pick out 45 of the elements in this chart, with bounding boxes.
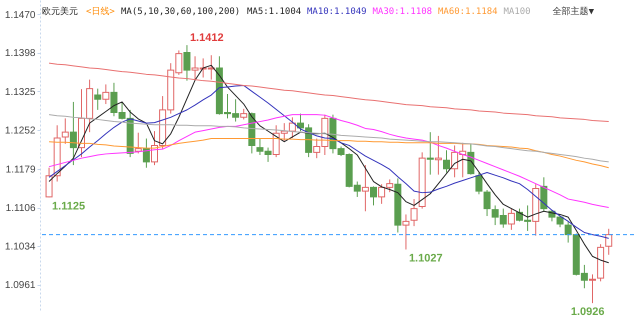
text: 欧元美元	[42, 6, 78, 17]
text: MA5:1.1004	[247, 7, 302, 17]
candlestick	[434, 135, 442, 176]
candlestick	[370, 186, 377, 206]
candlestick	[142, 138, 150, 168]
candlestick	[402, 214, 410, 250]
y-tick-label: 1.1470	[4, 10, 36, 21]
annotation: 全部主题▼	[552, 6, 595, 17]
text: 1.1412	[190, 32, 224, 44]
y-tick-label: 1.1106	[6, 203, 36, 214]
y-tick-label: 1.1398	[4, 48, 36, 60]
candlestick	[70, 101, 77, 166]
candlestick	[605, 228, 612, 256]
y-tick-label: 1.1179	[6, 164, 36, 176]
candlestick	[183, 44, 190, 82]
candlestick	[134, 132, 142, 154]
candlestick	[46, 167, 53, 198]
text: MA60:1.1184	[438, 7, 498, 17]
candlestick	[94, 88, 102, 110]
candlestick	[508, 208, 515, 230]
text: 1.1125	[52, 200, 86, 212]
candlestick	[62, 118, 69, 144]
text: MA10:1.1049	[307, 7, 367, 17]
annotation: MA(5,10,30,60,100,200)	[121, 7, 240, 17]
text: 1.0926	[570, 306, 604, 318]
candlestick	[443, 150, 450, 174]
text: MA30:1.1108	[372, 7, 432, 17]
text: MA100	[504, 7, 531, 17]
line-series	[48, 114, 610, 208]
candlestick	[288, 116, 296, 139]
line-series	[48, 114, 610, 162]
y-tick-label: 1.1252	[4, 126, 36, 137]
candlestick	[102, 84, 110, 105]
text: 1.1027	[408, 252, 443, 264]
candlestick	[410, 198, 418, 227]
candlestick	[484, 190, 491, 217]
candlestick	[426, 132, 434, 176]
candlestick	[589, 274, 596, 304]
candlestick	[362, 164, 369, 212]
y-tick-label: 1.1034	[4, 241, 36, 252]
y-tick-label: 1.0961	[4, 280, 36, 292]
candlestick	[475, 172, 482, 195]
y-tick-label: 1.1325	[4, 86, 36, 98]
candlestick	[240, 108, 248, 120]
text: <日线>	[86, 6, 116, 17]
